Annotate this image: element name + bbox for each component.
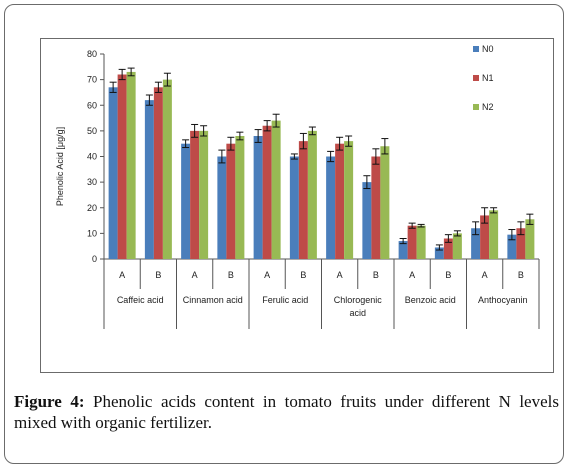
bar-n1 [371, 156, 381, 259]
x-sub-label: B [373, 270, 379, 280]
bar-n0 [326, 156, 336, 259]
x-sub-label: B [228, 270, 234, 280]
y-tick-label: 80 [87, 49, 97, 59]
bar-n0 [434, 247, 444, 259]
x-group-label: acid [349, 308, 366, 318]
bar-n2 [452, 233, 462, 259]
x-sub-label: A [119, 270, 125, 280]
x-sub-label: B [445, 270, 451, 280]
x-sub-label: A [482, 270, 488, 280]
x-sub-label: B [155, 270, 161, 280]
bar-n2 [380, 146, 390, 259]
bar-n2 [126, 71, 136, 259]
phenolic-acid-bar-chart: 0 10 20 30 40 50 60 70 80 Phenolic Acid [μg/g] A B C… [55, 44, 540, 329]
x-sub-label: A [192, 270, 198, 280]
bar-n0 [108, 87, 118, 259]
bar-n1 [480, 215, 490, 259]
bar-n0 [289, 156, 299, 259]
bar-n2 [307, 130, 317, 259]
x-sub-label: B [300, 270, 306, 280]
bar-n2 [199, 130, 209, 259]
bar-n2 [525, 219, 535, 259]
bar-n1 [335, 143, 345, 259]
bar-n0 [144, 100, 154, 259]
y-tick-label: 60 [87, 100, 97, 110]
x-sub-label: A [264, 270, 270, 280]
y-tick-label: 70 [87, 75, 97, 85]
bar-n2 [271, 120, 281, 259]
bar-n1 [298, 141, 308, 259]
y-tick-label: 50 [87, 126, 97, 136]
bar-n2 [344, 141, 354, 259]
bar-n0 [362, 182, 372, 259]
x-sub-label: A [409, 270, 415, 280]
bar-n0 [398, 241, 408, 259]
y-tick-label: 0 [92, 254, 97, 264]
y-axis-title: Phenolic Acid [μg/g] [55, 127, 65, 206]
legend-label-n2: N2 [482, 102, 494, 112]
x-group-label: Benzoic acid [405, 295, 456, 305]
bar-n0 [217, 156, 227, 259]
x-sub-label: B [518, 270, 524, 280]
bar-n1 [262, 125, 272, 259]
bar-n2 [489, 210, 499, 259]
legend-label-n1: N1 [482, 73, 494, 83]
bar-n0 [181, 143, 191, 259]
x-group-label: Chlorogenic [334, 295, 383, 305]
bar-n0 [507, 234, 517, 259]
caption-text: Phenolic acids content in tomato fruits … [14, 392, 559, 432]
y-tick-label: 40 [87, 152, 97, 162]
bar-n1 [190, 130, 200, 259]
bar-n1 [407, 225, 417, 259]
legend-swatch-n0 [473, 46, 479, 52]
bar-n0 [471, 228, 481, 259]
legend-swatch-n1 [473, 75, 479, 81]
figure-caption: Figure 4: Phenolic acids content in toma… [14, 391, 559, 433]
bar-n2 [416, 225, 426, 259]
y-tick-label: 30 [87, 177, 97, 187]
bar-n1 [153, 87, 163, 259]
bar-n1 [443, 238, 453, 259]
bar-n2 [162, 79, 172, 259]
x-sub-label: A [337, 270, 343, 280]
bar-n1 [117, 74, 127, 259]
caption-label: Figure 4: [14, 392, 85, 411]
y-tick-label: 10 [87, 228, 97, 238]
y-tick-label: 20 [87, 203, 97, 213]
legend-swatch-n2 [473, 104, 479, 110]
chart-area: 0 10 20 30 40 50 60 70 80 Phenolic Acid [μg/g] A B C… [40, 38, 554, 373]
bar-n1 [516, 228, 526, 259]
x-group-label: Cinnamon acid [183, 295, 243, 305]
bar-n1 [226, 143, 236, 259]
x-group-label: Caffeic acid [117, 295, 164, 305]
legend-label-n0: N0 [482, 44, 494, 54]
x-group-label: Anthocyanin [478, 295, 528, 305]
x-group-label: Ferulic acid [262, 295, 308, 305]
bar-n2 [235, 136, 245, 259]
bar-n0 [253, 136, 263, 259]
